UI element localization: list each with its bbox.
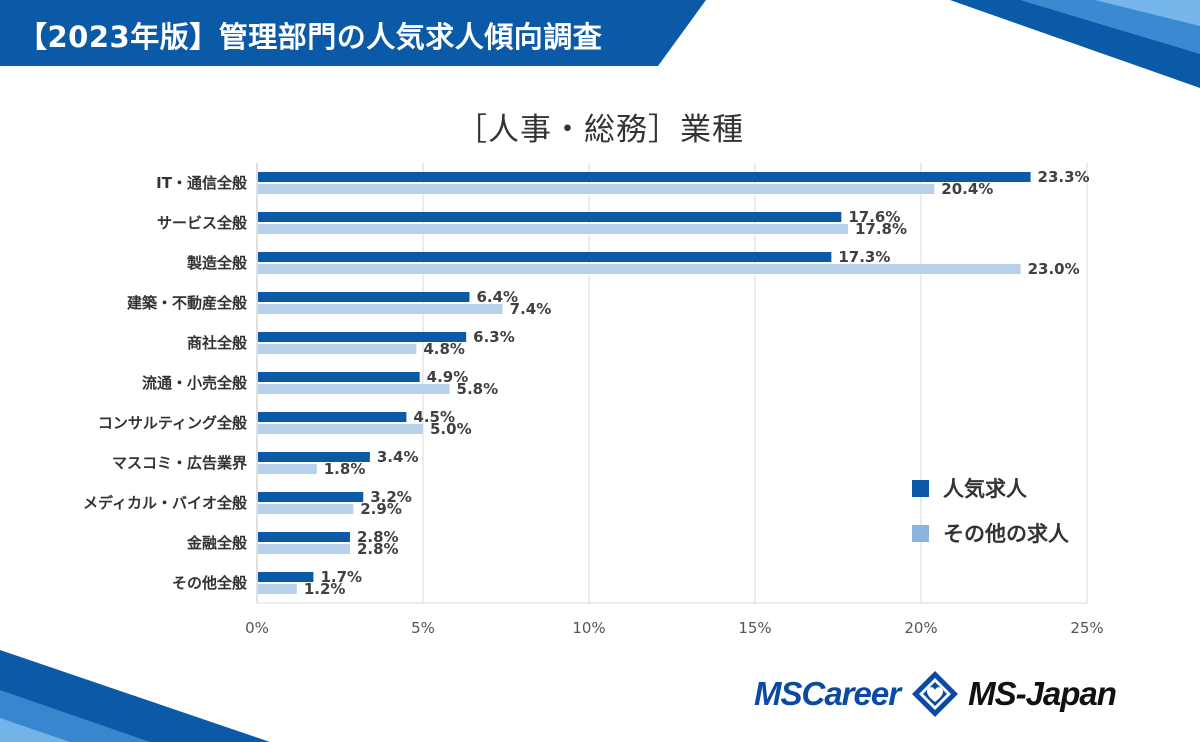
data-label: 2.8% bbox=[357, 540, 399, 558]
data-label: 23.0% bbox=[1028, 260, 1080, 278]
data-label: 20.4% bbox=[941, 180, 993, 198]
legend-label-popular: 人気求人 bbox=[943, 477, 1027, 501]
category-label: コンサルティング全般 bbox=[98, 414, 247, 432]
x-tick-label: 20% bbox=[904, 619, 937, 637]
company-logo: MSCareer MS-Japan bbox=[754, 664, 1117, 724]
data-label: 4.9% bbox=[427, 368, 469, 386]
bar-other bbox=[258, 424, 423, 434]
bar-popular bbox=[258, 412, 407, 422]
data-label: 17.8% bbox=[855, 220, 907, 238]
x-tick-label: 25% bbox=[1070, 619, 1103, 637]
chart-title: ［人事・総務］業種 bbox=[456, 112, 744, 148]
data-label: 5.0% bbox=[430, 420, 472, 438]
bar-other bbox=[258, 504, 354, 514]
legend-item-popular: 人気求人 bbox=[912, 476, 1027, 501]
legend-swatch-other bbox=[912, 524, 929, 542]
bar-popular bbox=[258, 372, 420, 382]
category-label: サービス全般 bbox=[157, 214, 247, 232]
category-label: 金融全般 bbox=[186, 534, 247, 552]
bar-other bbox=[258, 184, 935, 194]
data-label: 1.8% bbox=[324, 460, 366, 478]
legend-swatch-popular bbox=[912, 479, 929, 497]
category-label: マスコミ・広告業界 bbox=[112, 454, 247, 472]
data-label: 5.8% bbox=[457, 380, 499, 398]
bar-popular bbox=[258, 572, 314, 582]
category-label: IT・通信全般 bbox=[156, 174, 247, 192]
bar-popular bbox=[258, 212, 842, 222]
logo-msjapan: MS-Japan bbox=[968, 675, 1117, 712]
bar-popular bbox=[258, 292, 470, 302]
bar-popular bbox=[258, 172, 1031, 182]
data-label: 6.3% bbox=[473, 328, 515, 346]
category-label: その他全般 bbox=[172, 574, 247, 592]
data-label: 2.9% bbox=[360, 500, 402, 518]
data-label: 1.7% bbox=[320, 568, 362, 586]
data-label: 4.8% bbox=[423, 340, 465, 358]
data-label: 7.4% bbox=[510, 300, 552, 318]
data-label: 3.2% bbox=[370, 488, 412, 506]
legend-item-other: その他の求人 bbox=[912, 521, 1069, 546]
bar-other bbox=[258, 344, 417, 354]
x-tick-label: 0% bbox=[245, 619, 269, 637]
bar-other bbox=[258, 304, 503, 314]
bar-other bbox=[258, 224, 848, 234]
bar-popular bbox=[258, 532, 350, 542]
category-label: メディカル・バイオ全般 bbox=[83, 494, 247, 512]
category-label: 商社全般 bbox=[187, 334, 247, 352]
category-label: 流通・小売全般 bbox=[142, 374, 247, 392]
bar-other bbox=[258, 584, 297, 594]
bar-popular bbox=[258, 332, 467, 342]
data-label: 3.4% bbox=[377, 448, 419, 466]
data-label: 23.3% bbox=[1038, 168, 1090, 186]
bar-other bbox=[258, 384, 450, 394]
logo-mscareer: MSCareer bbox=[754, 675, 901, 712]
bar-other bbox=[258, 544, 350, 554]
x-tick-label: 15% bbox=[738, 619, 771, 637]
banner-title: 【2023年版】管理部門の人気求人傾向調査 bbox=[18, 20, 603, 54]
data-label: 1.2% bbox=[304, 580, 346, 598]
category-label: 建築・不動産全般 bbox=[127, 294, 247, 312]
data-label: 6.4% bbox=[476, 288, 518, 306]
bar-other bbox=[258, 464, 317, 474]
bar-popular bbox=[258, 452, 370, 462]
x-tick-label: 10% bbox=[572, 619, 605, 637]
bar-other bbox=[258, 264, 1021, 274]
data-label: 2.8% bbox=[357, 528, 399, 546]
bar-popular bbox=[258, 492, 364, 502]
x-tick-label: 5% bbox=[411, 619, 435, 637]
legend-label-other: その他の求人 bbox=[943, 522, 1069, 546]
diamond-heart-icon bbox=[912, 671, 959, 717]
data-label: 17.3% bbox=[838, 248, 890, 266]
category-label: 製造全般 bbox=[186, 254, 247, 272]
bar-popular bbox=[258, 252, 832, 262]
data-label: 4.5% bbox=[413, 408, 455, 426]
data-label: 17.6% bbox=[848, 208, 900, 226]
